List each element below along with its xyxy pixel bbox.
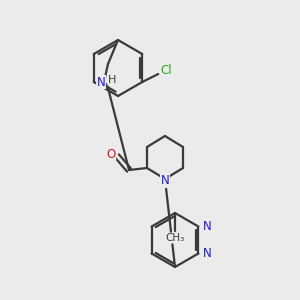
Text: N: N: [203, 247, 212, 260]
Text: H: H: [108, 75, 116, 85]
Text: CH₃: CH₃: [165, 233, 184, 243]
Text: N: N: [97, 76, 105, 88]
Text: N: N: [160, 175, 169, 188]
Text: O: O: [106, 148, 116, 160]
Text: Cl: Cl: [160, 64, 172, 76]
Text: N: N: [203, 220, 212, 233]
